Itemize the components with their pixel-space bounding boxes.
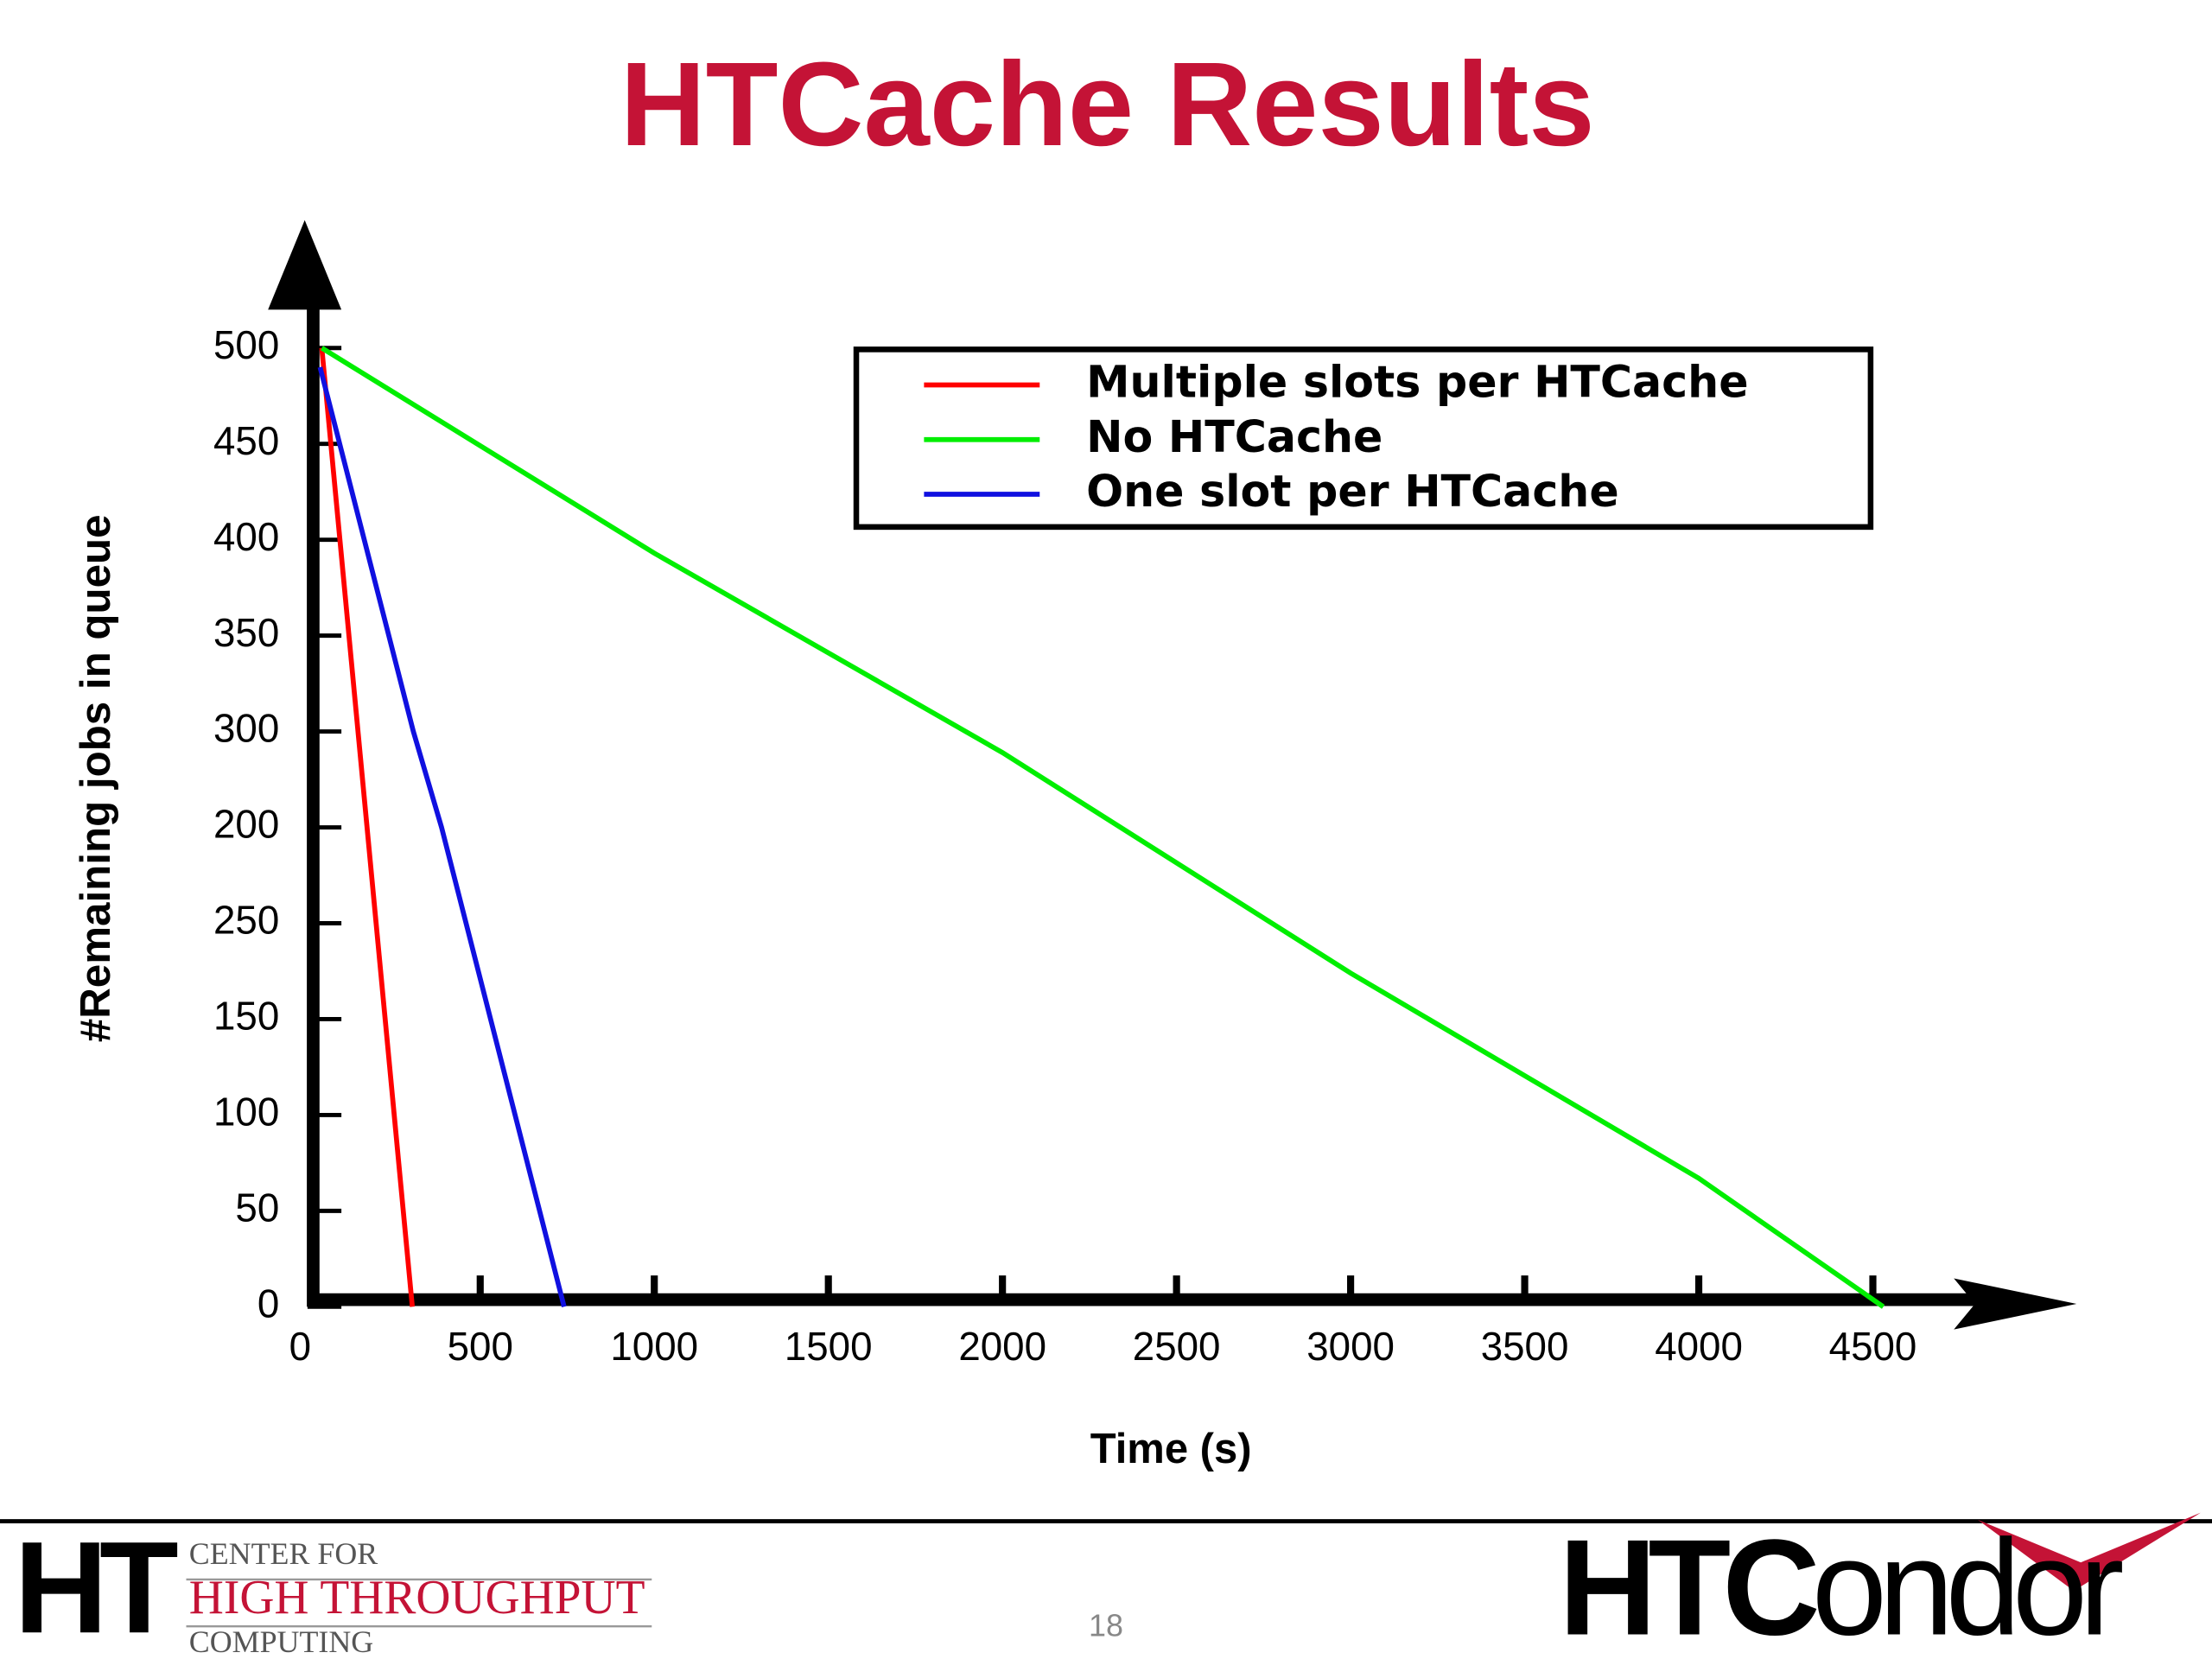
slide-title: HTCache Results bbox=[620, 38, 1595, 172]
y-tick-label: 450 bbox=[213, 418, 279, 463]
y-tick-label: 150 bbox=[213, 993, 279, 1038]
page-number: 18 bbox=[1089, 1607, 1123, 1643]
y-tick-label: 50 bbox=[235, 1185, 279, 1230]
logo-line: HIGH THROUGHPUT bbox=[189, 1571, 645, 1624]
logo-line: CENTER FOR bbox=[189, 1536, 378, 1571]
x-tick-label: 1000 bbox=[610, 1324, 698, 1369]
y-tick-label: 0 bbox=[257, 1281, 279, 1325]
series-line bbox=[319, 347, 416, 1307]
x-tick-label: 2000 bbox=[958, 1324, 1046, 1369]
condor-logo-light: ondor bbox=[1812, 1512, 2122, 1659]
condor-logo: HTCondor bbox=[1559, 1512, 2122, 1659]
y-tick-label: 200 bbox=[213, 802, 279, 847]
x-tick-label: 1500 bbox=[785, 1324, 873, 1369]
x-tick-label: 4000 bbox=[1655, 1324, 1743, 1369]
y-tick-label: 350 bbox=[213, 610, 279, 655]
x-tick-label: 500 bbox=[448, 1324, 513, 1369]
condor-logo-bold: HTC bbox=[1559, 1512, 1817, 1659]
logo-check bbox=[1977, 1512, 2201, 1592]
y-tick-label: 300 bbox=[213, 706, 279, 751]
x-tick-label: 4500 bbox=[1829, 1324, 1917, 1369]
y-tick-label: 400 bbox=[213, 514, 279, 559]
series-line bbox=[320, 346, 1885, 1309]
y-axis-label: #Remaining jobs in queue bbox=[73, 514, 119, 1042]
y-tick-label: 250 bbox=[213, 898, 279, 943]
legend-label: Multiple slots per HTCache bbox=[1086, 356, 1748, 407]
x-tick-label: 0 bbox=[289, 1324, 311, 1369]
series-line bbox=[317, 366, 567, 1308]
y-axis-arrow bbox=[268, 219, 342, 310]
x-tick-label: 3500 bbox=[1481, 1324, 1569, 1369]
x-axis-arrow bbox=[1954, 1278, 2077, 1330]
y-tick-label: 100 bbox=[213, 1089, 279, 1134]
y-tick-label: 500 bbox=[213, 322, 279, 367]
left-logo: HT bbox=[14, 1515, 177, 1659]
x-tick-label: 3000 bbox=[1306, 1324, 1395, 1369]
legend-label: One slot per HTCache bbox=[1086, 466, 1618, 517]
logo-line: COMPUTING bbox=[189, 1624, 373, 1659]
x-axis-label: Time (s) bbox=[1090, 1426, 1252, 1472]
x-tick-label: 2500 bbox=[1133, 1324, 1221, 1369]
legend-label: No HTCache bbox=[1086, 411, 1382, 462]
